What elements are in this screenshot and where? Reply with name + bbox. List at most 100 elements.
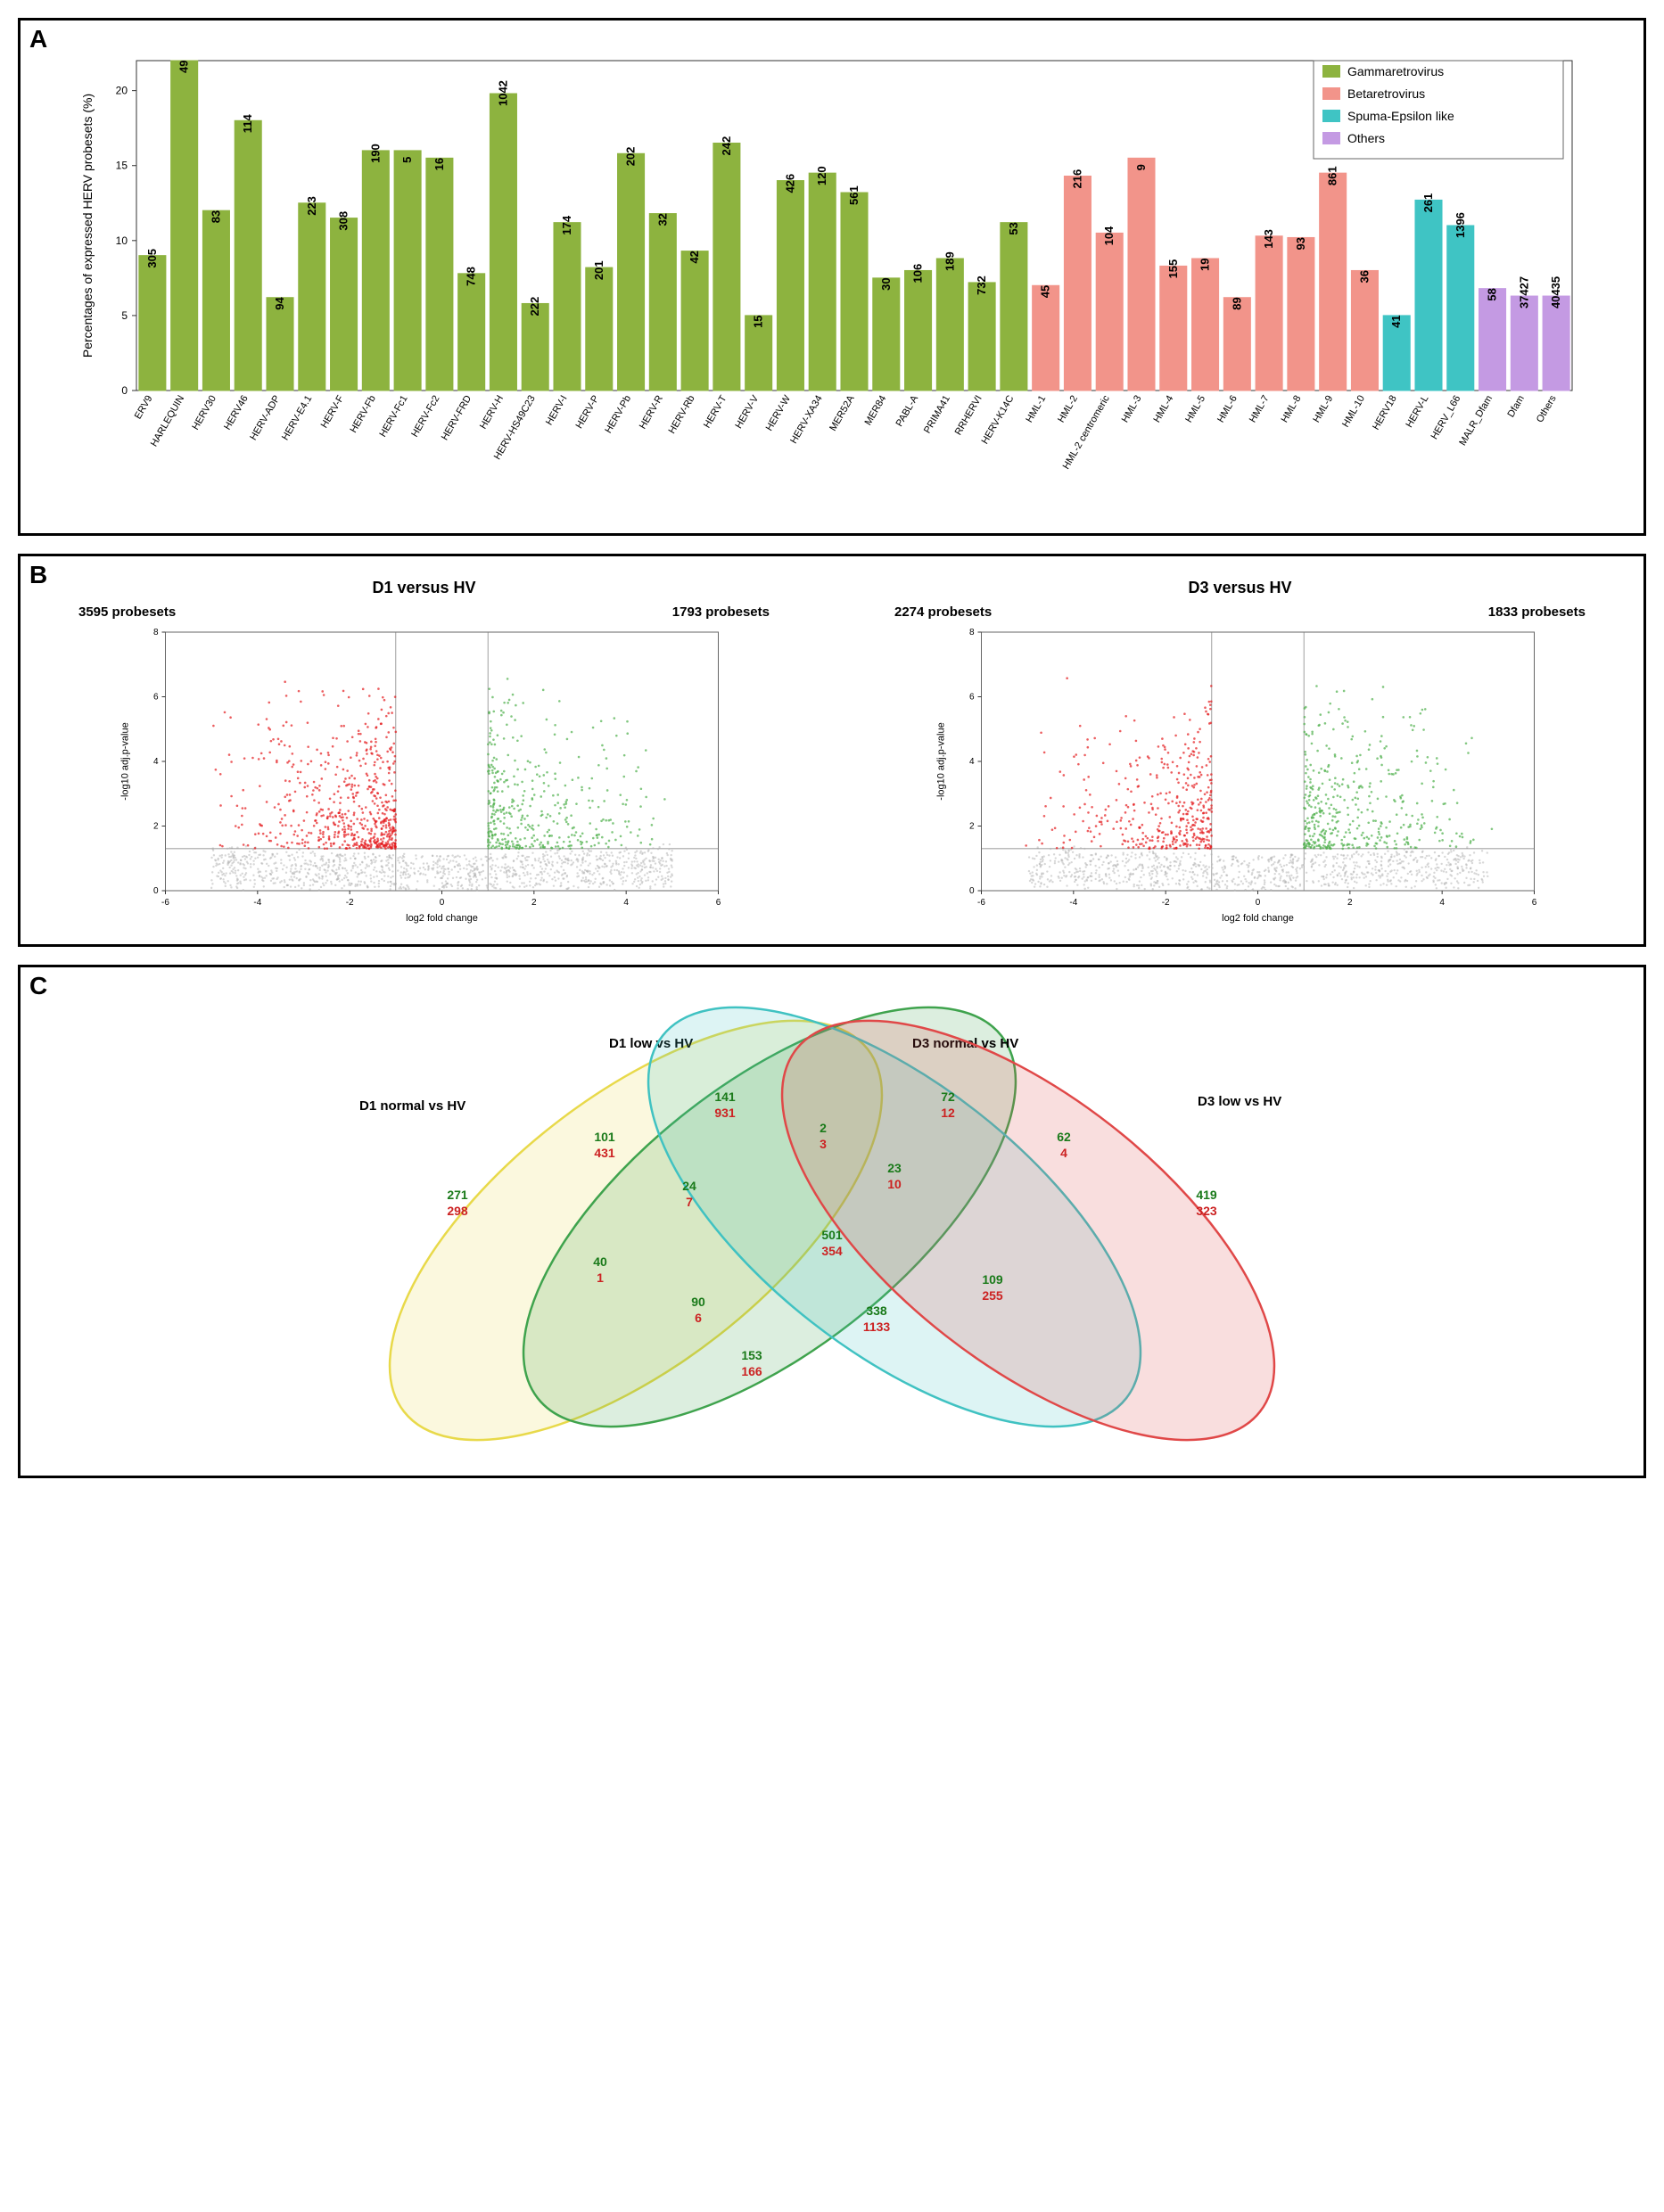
venn-down-count: 4: [1060, 1146, 1067, 1160]
bar-value-label: 189: [943, 251, 956, 271]
bar-category-label: ERV9: [133, 394, 155, 422]
bar: [1256, 236, 1282, 391]
bar: [171, 61, 198, 391]
bar-category-label: HERV-V: [733, 393, 761, 431]
venn-up-count: 40: [593, 1254, 607, 1269]
bar: [1160, 266, 1187, 391]
bar: [586, 267, 613, 391]
bar-value-label: 190: [368, 144, 382, 163]
bar-value-label: 89: [1230, 297, 1243, 309]
svg-text:4: 4: [969, 757, 975, 767]
svg-text:4: 4: [623, 898, 629, 908]
bar-category-label: HERV-FRD: [440, 393, 474, 442]
bar: [1415, 200, 1442, 391]
bar: [777, 181, 803, 391]
bar-category-label: HML-2: [1056, 394, 1080, 425]
legend-swatch: [1322, 132, 1340, 144]
bar-category-label: HERV-L: [1404, 394, 1430, 430]
bar-value-label: 5: [400, 157, 414, 163]
bar: [1096, 233, 1123, 391]
legend-swatch: [1322, 65, 1340, 78]
bar: [362, 151, 389, 391]
bar-category-label: HERV30: [190, 394, 218, 432]
venn-down-count: 6: [695, 1311, 702, 1325]
venn-up-count: 271: [447, 1188, 468, 1202]
bar-value-label: 15: [752, 315, 765, 327]
bar-category-label: HERV-H: [478, 393, 506, 431]
bar-category-label: MALR_Dfam: [1457, 394, 1495, 448]
svg-text:10: 10: [116, 234, 128, 247]
svg-text:-2: -2: [1162, 898, 1170, 908]
bar-category-label: HML-1: [1024, 394, 1048, 425]
volcano-row: D1 versus HV 3595 probesets 1793 probese…: [34, 579, 1630, 931]
bar-category-label: HERV-E4.1: [280, 394, 314, 443]
svg-text:0: 0: [1256, 898, 1261, 908]
svg-text:-6: -6: [161, 898, 169, 908]
venn-down-count: 298: [447, 1204, 468, 1218]
bar-category-label: RRHERVI: [953, 394, 984, 438]
svg-text:Percentages of expressed HERV: Percentages of expressed HERV probesets …: [80, 94, 95, 358]
venn-up-count: 23: [887, 1161, 902, 1175]
bar-category-label: Others: [1535, 393, 1559, 424]
bar-value-label: 41: [1389, 315, 1403, 327]
svg-text:0: 0: [121, 384, 128, 397]
bar-category-label: PRIMA41: [922, 393, 952, 435]
venn-down-count: 10: [887, 1177, 902, 1191]
svg-text:2: 2: [531, 898, 537, 908]
bar-value-label: 155: [1166, 259, 1180, 279]
volcano-points: [1025, 677, 1493, 891]
svg-text:-4: -4: [253, 898, 261, 908]
venn-up-count: 101: [594, 1130, 615, 1144]
bar-value-label: 1042: [496, 80, 509, 106]
bar-category-label: HML-4: [1151, 394, 1175, 425]
volcano-d1-right-count: 1793 probesets: [672, 604, 770, 620]
bar-value-label: 305: [145, 249, 159, 268]
bar: [458, 274, 485, 391]
bar: [649, 214, 676, 391]
bar-value-label: 223: [305, 196, 318, 216]
volcano-d3-right-count: 1833 probesets: [1488, 604, 1586, 620]
svg-text:-2: -2: [346, 898, 354, 908]
bar-value-label: 561: [847, 185, 861, 205]
bar-category-label: PABL-A: [894, 393, 921, 429]
volcano-d1-svg: -6-4-2024602468log2 fold change-log10 ad…: [34, 623, 814, 926]
legend-label: Gammaretrovirus: [1347, 64, 1444, 78]
venn-diagram: D1 normal vs HVD1 low vs HVD3 normal vs …: [34, 999, 1630, 1462]
legend-swatch: [1322, 87, 1340, 100]
svg-text:6: 6: [153, 693, 159, 703]
bar-category-label: HERV-ADP: [248, 394, 282, 443]
bar: [1064, 177, 1091, 391]
bar-value-label: 202: [624, 147, 638, 167]
bar-category-label: Dfam: [1505, 394, 1527, 420]
bar-category-label: HML-6: [1215, 394, 1240, 425]
bar-value-label: 201: [592, 260, 605, 280]
panel-a: A 05101520Percentages of expressed HERV …: [18, 18, 1646, 536]
bar: [936, 259, 963, 391]
venn-down-count: 3: [820, 1137, 827, 1151]
bar: [968, 283, 995, 391]
bar: [681, 251, 708, 391]
bar: [1511, 296, 1537, 391]
panel-a-label: A: [29, 25, 47, 53]
bar: [426, 158, 453, 391]
bar-value-label: 83: [209, 210, 222, 223]
bar-category-label: HERV-XA34: [788, 394, 825, 446]
bar: [841, 193, 868, 391]
bar-value-label: 19: [1199, 259, 1212, 271]
bar-value-label: 36: [1357, 270, 1371, 283]
bar: [1320, 173, 1347, 391]
bar-value-label: 106: [911, 264, 925, 284]
bar-category-label: HERV_L66: [1429, 394, 1463, 441]
svg-text:15: 15: [116, 160, 128, 172]
bar: [331, 218, 358, 391]
svg-text:8: 8: [153, 628, 159, 637]
bar-category-label: HERV-Rb: [667, 394, 697, 436]
bar-category-label: HML-7: [1248, 394, 1272, 425]
bar-category-label: HERV18: [1371, 394, 1399, 432]
venn-down-count: 931: [714, 1106, 736, 1120]
bar-value-label: 120: [815, 166, 828, 185]
bar-category-label: HERV-F: [319, 393, 347, 430]
bar: [1033, 285, 1059, 391]
bar: [873, 278, 900, 391]
bar-value-label: 261: [1421, 193, 1435, 213]
